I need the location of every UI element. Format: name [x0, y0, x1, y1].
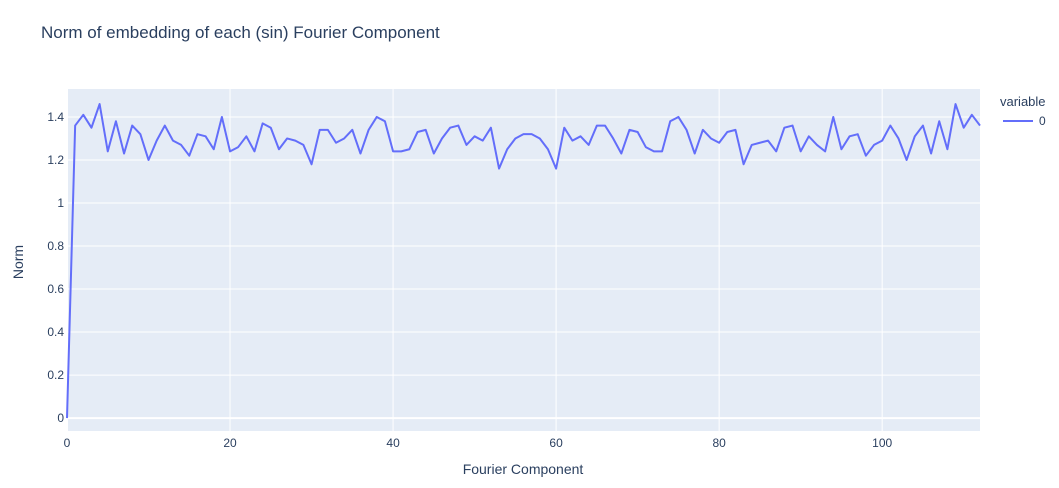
legend-item-0[interactable]: 0 [1003, 114, 1046, 128]
x-tick-label: 60 [549, 436, 563, 450]
y-gridlines [67, 116, 980, 420]
legend-label: 0 [1039, 114, 1046, 128]
y-tick-label: 0.6 [47, 282, 64, 296]
series-line-0[interactable] [66, 103, 981, 419]
x-tick-label: 40 [386, 436, 400, 450]
legend-title: variable [1000, 94, 1046, 109]
y-tick-labels: 0 0.2 0.4 0.6 0.8 1 1.2 1.4 [47, 110, 64, 425]
y-tick-label: 0.4 [47, 325, 64, 339]
y-tick-label: 1.2 [47, 153, 64, 167]
y-tick-label: 1.4 [47, 110, 64, 124]
y-tick-label: 0.2 [47, 368, 64, 382]
y-axis-title: Norm [10, 245, 26, 279]
x-tick-label: 100 [872, 436, 892, 450]
y-tick-label: 1 [57, 196, 64, 210]
y-tick-label: 0.8 [47, 239, 64, 253]
legend[interactable]: variable 0 [1000, 94, 1046, 128]
x-tick-label: 0 [64, 436, 71, 450]
series-layer [66, 103, 981, 419]
plot-area [67, 89, 980, 431]
chart-title: Norm of embedding of each (sin) Fourier … [41, 23, 440, 42]
y-tick-label: 0 [57, 411, 64, 425]
x-tick-labels: 0 20 40 60 80 100 [64, 436, 893, 450]
x-gridlines [66, 89, 883, 431]
x-tick-label: 20 [223, 436, 237, 450]
x-tick-label: 80 [712, 436, 726, 450]
x-axis-title: Fourier Component [463, 461, 584, 477]
